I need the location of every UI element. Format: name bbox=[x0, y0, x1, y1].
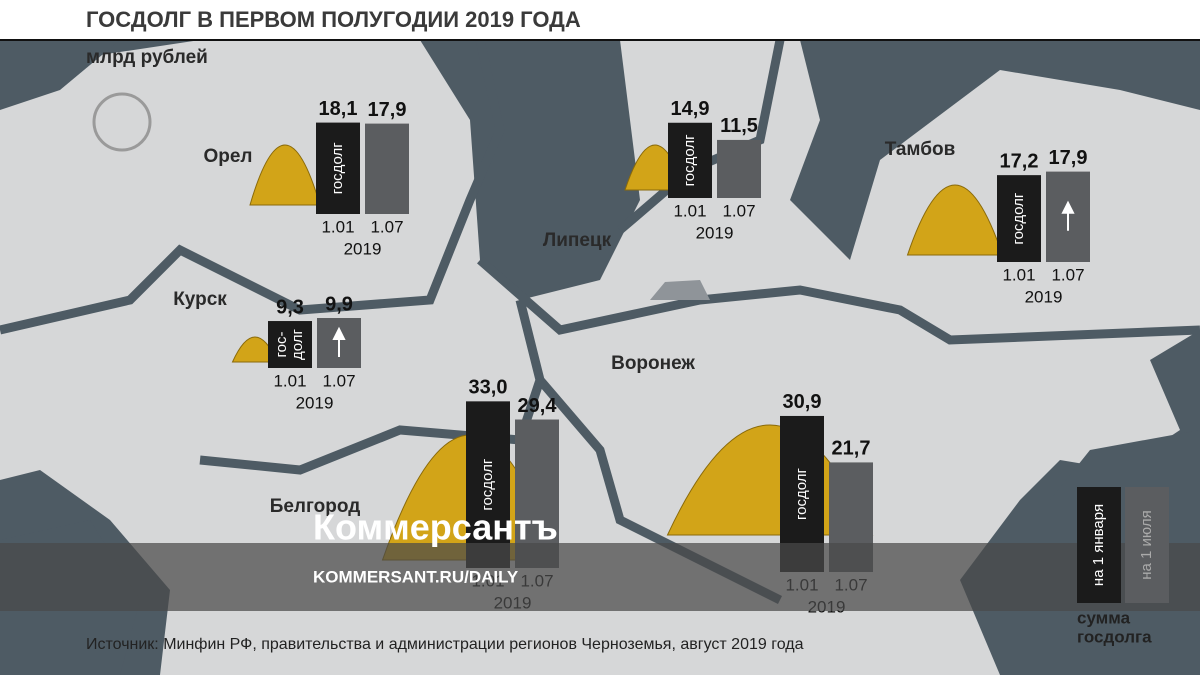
map-river bbox=[0, 39, 1200, 605]
region-label: Тамбов bbox=[885, 139, 956, 160]
subtitle: млрд рублей bbox=[86, 47, 208, 68]
bar bbox=[268, 321, 312, 368]
bar bbox=[466, 401, 510, 568]
title-band bbox=[0, 0, 1200, 40]
x-axis-label: 2019 bbox=[1025, 287, 1063, 306]
bar bbox=[717, 139, 761, 198]
value-label: 11,5 bbox=[720, 115, 758, 137]
bar bbox=[365, 123, 409, 214]
x-tick-label: 1.01 bbox=[673, 201, 706, 220]
value-label: 21,7 bbox=[832, 438, 871, 460]
value-label: 29,4 bbox=[518, 395, 558, 417]
bar-label: долг bbox=[289, 328, 306, 360]
map-outside bbox=[0, 40, 1200, 675]
value-label: 17,9 bbox=[368, 99, 407, 121]
legend-swatch bbox=[1077, 487, 1121, 603]
logo-mark bbox=[92, 92, 152, 152]
legend-caption: сумма bbox=[1077, 608, 1131, 627]
bar-label: госдолг bbox=[479, 458, 496, 511]
region-label: Белгород bbox=[270, 496, 361, 517]
region-label: Воронеж bbox=[611, 353, 695, 374]
x-tick-label: 1.07 bbox=[722, 201, 755, 220]
x-tick-label: 1.07 bbox=[1051, 265, 1084, 284]
legend-caption: госдолга bbox=[1077, 627, 1152, 646]
value-label: 33,0 bbox=[469, 377, 508, 399]
value-label: 18,1 bbox=[319, 98, 358, 120]
watermark-url: KOMMERSANT.RU/DAILY bbox=[313, 567, 519, 586]
bar-label: госдолг bbox=[681, 134, 698, 187]
region-label: Липецк bbox=[543, 230, 612, 251]
bar-label: госдолг bbox=[329, 142, 346, 195]
watermark-brand: Коммерсантъ bbox=[313, 507, 558, 548]
value-label: 17,9 bbox=[1049, 147, 1088, 169]
x-tick-label: 1.01 bbox=[273, 371, 306, 390]
value-label: 9,9 bbox=[325, 293, 353, 315]
legend-swatch bbox=[1125, 487, 1169, 603]
x-tick-label: 1.07 bbox=[322, 371, 355, 390]
coin-pile bbox=[906, 184, 1004, 256]
coin-pile bbox=[249, 144, 321, 206]
bar-label: госдолг bbox=[793, 467, 810, 520]
x-axis-label: 2019 bbox=[696, 223, 734, 242]
value-label: 17,2 bbox=[1000, 150, 1039, 172]
legend-label: на 1 июля bbox=[1138, 510, 1155, 579]
source: Источник: Минфин РФ, правительства и адм… bbox=[86, 636, 804, 653]
chart-title: ГОСДОЛГ В ПЕРВОМ ПОЛУГОДИИ 2019 ГОДА bbox=[86, 7, 581, 32]
bar bbox=[316, 122, 360, 214]
value-label: 9,3 bbox=[276, 296, 304, 318]
map-lake bbox=[650, 280, 710, 300]
trend-arrow bbox=[1061, 200, 1075, 231]
watermark-band bbox=[0, 543, 1200, 611]
bar bbox=[997, 175, 1041, 262]
x-axis-label: 2019 bbox=[344, 239, 382, 258]
x-tick-label: 1.07 bbox=[370, 217, 403, 236]
x-axis-label: 2019 bbox=[296, 393, 334, 412]
trend-arrow bbox=[332, 326, 346, 358]
value-label: 14,9 bbox=[671, 98, 710, 120]
legend-label: на 1 января bbox=[1090, 504, 1107, 586]
bar-label: гос- bbox=[273, 332, 290, 358]
x-tick-label: 1.01 bbox=[1002, 265, 1035, 284]
bar-label: госдолг bbox=[1010, 192, 1027, 245]
region-label: Орел bbox=[203, 146, 252, 167]
x-tick-label: 1.01 bbox=[321, 217, 354, 236]
region-label: Курск bbox=[173, 289, 227, 310]
bar bbox=[668, 122, 712, 198]
value-label: 30,9 bbox=[783, 391, 822, 413]
